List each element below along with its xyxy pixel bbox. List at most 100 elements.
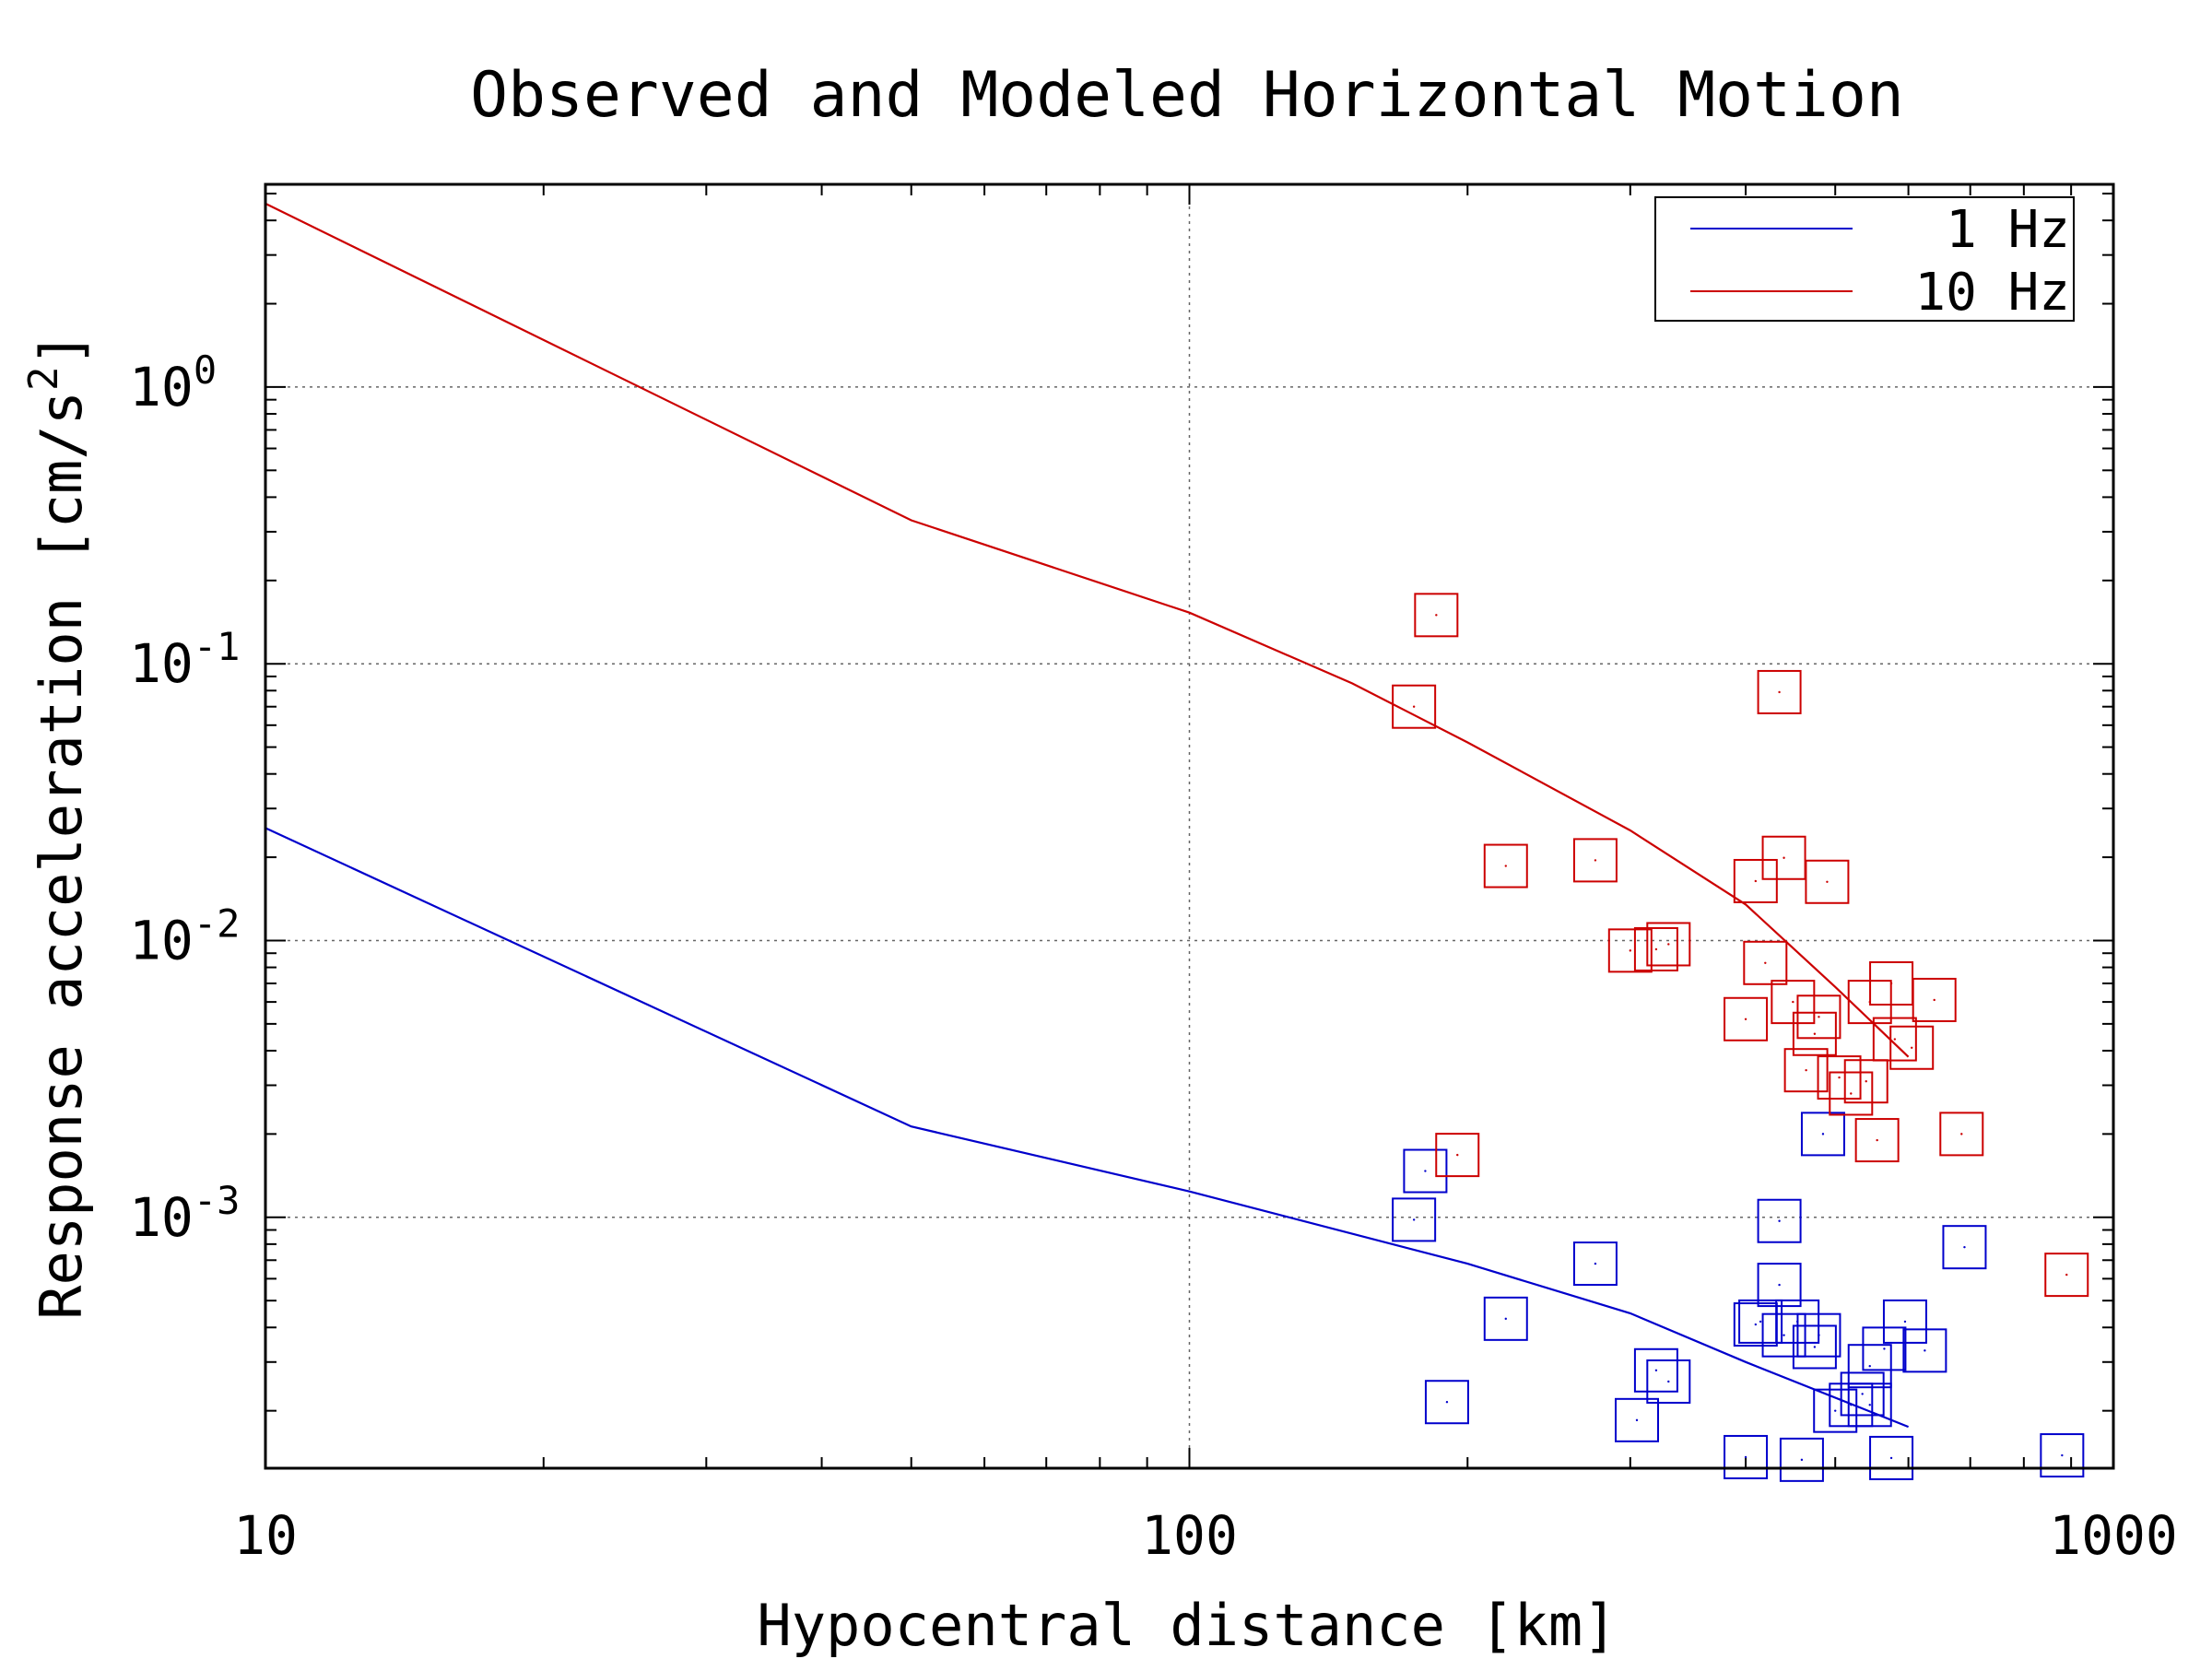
observed-marker-10hz <box>1912 977 1957 1022</box>
observed-marker-center-10hz <box>1667 943 1670 946</box>
observed-marker-center-1hz <box>1868 1404 1871 1406</box>
observed-marker-10hz <box>1724 996 1769 1041</box>
observed-marker-10hz <box>1843 1059 1888 1104</box>
observed-marker-1hz <box>1779 1437 1824 1482</box>
observed-marker-center-1hz <box>1903 1320 1907 1324</box>
observed-marker-1hz <box>1738 1299 1783 1344</box>
observed-marker-center-10hz <box>1818 1016 1820 1018</box>
observed-marker-center-1hz <box>1445 1401 1449 1404</box>
observed-marker-10hz <box>1889 1025 1935 1070</box>
observed-marker-1hz <box>1403 1148 1448 1194</box>
observed-marker-center-1hz <box>1861 1393 1864 1395</box>
observed-marker-10hz <box>1392 684 1437 729</box>
observed-marker-1hz <box>1392 1197 1437 1242</box>
y-axis-label-end: ] <box>28 332 95 366</box>
observed-marker-1hz <box>1633 1347 1678 1393</box>
observed-marker-10hz <box>1414 593 1459 638</box>
legend-label-10hz: 10 Hz <box>1914 263 2070 323</box>
plot-frame <box>264 182 2115 1470</box>
observed-marker-center-1hz <box>1800 1458 1804 1462</box>
observed-marker-center-10hz <box>1456 1153 1459 1157</box>
x-tick-labels: 10 100 1000 <box>233 1504 2178 1567</box>
chart-title: Observed and Modeled Horizontal Motion <box>470 59 1904 132</box>
observed-marker-1hz <box>1483 1296 1528 1341</box>
observed-marker-center-10hz <box>1893 1038 1897 1041</box>
observed-marker-center-10hz <box>1594 859 1597 862</box>
observed-marker-center-1hz <box>1813 1346 1817 1348</box>
observed-marker-10hz <box>1607 928 1653 973</box>
y-axis-label-exponent: 2 <box>20 366 67 391</box>
y-tick-label: 10-3 <box>129 1178 240 1249</box>
observed-marker-1hz <box>1761 1312 1806 1358</box>
observed-marker-1hz <box>1757 1198 1802 1243</box>
observed-marker-1hz <box>1796 1312 1841 1358</box>
observed-marker-10hz <box>2044 1253 2089 1298</box>
observed-marker-10hz <box>1743 940 1788 985</box>
x-axis-label: Hypocentral distance [km] <box>757 1592 1617 1659</box>
observed-marker-1hz <box>1572 1241 1618 1287</box>
observed-marker-10hz <box>1817 1055 1862 1100</box>
observed-marker-center-1hz <box>1783 1334 1785 1336</box>
y-tick-label-exponent: -3 <box>194 1178 241 1223</box>
observed-marker-1hz <box>1902 1328 1947 1373</box>
y-axis-label: Response acceleration [cm/s2] <box>20 332 95 1320</box>
observed-marker-1hz <box>1813 1388 1858 1433</box>
y-tick-label-exponent: 0 <box>194 347 217 393</box>
observed-marker-1hz <box>1840 1371 1885 1417</box>
observed-marker-10hz <box>1829 1071 1874 1116</box>
observed-marker-center-1hz <box>1424 1170 1427 1172</box>
observed-marker-center-1hz <box>1924 1349 1926 1352</box>
observed-marker-10hz <box>1572 838 1618 883</box>
observed-marker-10hz <box>1872 1017 1917 1062</box>
observed-marker-center-10hz <box>1764 961 1767 964</box>
observed-marker-center-1hz <box>1778 1219 1781 1222</box>
observed-marker-center-10hz <box>1838 1076 1841 1079</box>
observed-marker-10hz <box>1733 858 1778 903</box>
observed-marker-1hz <box>1757 1263 1802 1308</box>
y-tick-label-exponent: -1 <box>194 624 241 669</box>
observed-marker-10hz <box>1854 1118 1900 1163</box>
model-line-10hz <box>265 202 1910 1058</box>
x-tick-label: 10 <box>233 1504 298 1567</box>
x-tick-label: 100 <box>1141 1504 1238 1567</box>
observed-marker-10hz <box>1757 669 1802 714</box>
observed-marker-10hz <box>1796 994 1841 1040</box>
observed-marker-center-1hz <box>1850 1404 1853 1406</box>
observed-marker-center-10hz <box>2065 1273 2068 1277</box>
observed-marker-center-1hz <box>1635 1418 1639 1422</box>
observed-marker-center-1hz <box>1821 1133 1825 1135</box>
y-tick-label-base: 10 <box>129 356 194 418</box>
y-tick-label-base: 10 <box>129 1186 194 1249</box>
observed-marker-1hz <box>1847 1344 1892 1389</box>
observed-marker-center-10hz <box>1813 1032 1817 1035</box>
observed-marker-center-1hz <box>1834 1409 1837 1412</box>
observed-marker-center-1hz <box>1889 1456 1893 1460</box>
model-line-1hz <box>265 827 1910 1429</box>
observed-marker-center-10hz <box>1826 880 1829 883</box>
x-tick-label: 1000 <box>2049 1504 2178 1567</box>
observed-marker-center-10hz <box>1865 1080 1867 1083</box>
observed-marker-center-1hz <box>1504 1317 1507 1321</box>
observed-marker-10hz <box>1939 1112 1984 1157</box>
observed-marker-center-10hz <box>1654 947 1658 951</box>
observed-marker-1hz <box>1847 1382 1892 1428</box>
observed-marker-center-10hz <box>1792 1000 1794 1004</box>
grid <box>265 184 2113 1468</box>
observed-marker-1hz <box>1800 1112 1845 1157</box>
y-tick-label: 10-2 <box>129 900 240 971</box>
observed-marker-center-1hz <box>1754 1323 1758 1326</box>
observed-marker-center-1hz <box>1744 1455 1747 1459</box>
observed-marker-center-10hz <box>1629 949 1632 952</box>
y-tick-label-base: 10 <box>129 632 194 695</box>
y-tick-label: 10-1 <box>129 624 240 695</box>
observed-marker-1hz <box>1724 1434 1769 1479</box>
observed-marker-center-1hz <box>1868 1365 1871 1368</box>
observed-marker-center-1hz <box>1667 1380 1670 1383</box>
observed-marker-center-1hz <box>2061 1453 2064 1457</box>
observed-marker-center-10hz <box>1754 879 1758 883</box>
observed-marker-1hz <box>1615 1397 1660 1442</box>
observed-marker-1hz <box>1882 1299 1927 1344</box>
observed-marker-center-10hz <box>1876 1138 1878 1142</box>
series-layer <box>265 202 2089 1482</box>
